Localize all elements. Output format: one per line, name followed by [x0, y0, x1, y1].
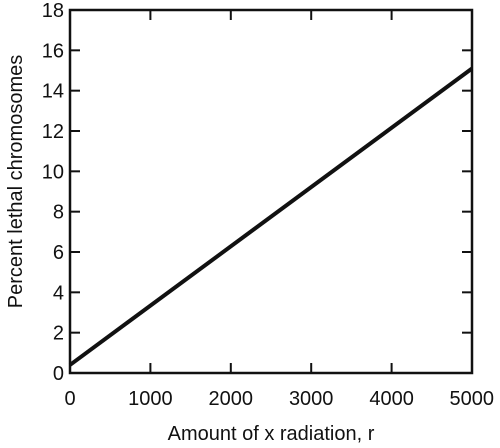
y-tick-label: 4	[53, 282, 64, 304]
x-tick-label: 5000	[450, 388, 495, 410]
x-tick-label: 1000	[128, 388, 173, 410]
x-tick-label: 3000	[289, 388, 334, 410]
x-tick-label: 2000	[209, 388, 254, 410]
y-axis-ticks: 0 2 4 6 8 10 12 14 16 18	[42, 0, 472, 385]
series-layer	[68, 66, 474, 367]
y-tick-label: 16	[42, 40, 64, 62]
series-line	[68, 66, 474, 367]
y-tick-label: 10	[42, 161, 64, 183]
y-tick-label: 14	[42, 81, 64, 103]
x-tick-label: 4000	[369, 388, 414, 410]
y-tick-label: 12	[42, 121, 64, 143]
y-tick-label: 8	[53, 202, 64, 224]
y-axis-title: Percent lethal chromosomes	[5, 55, 27, 308]
y-tick-label: 18	[42, 0, 64, 22]
x-tick-label: 0	[64, 388, 75, 410]
x-axis-title: Amount of x radiation, r	[168, 423, 375, 445]
plot-border	[68, 8, 474, 375]
y-tick-label: 0	[53, 363, 64, 385]
y-tick-label: 2	[53, 323, 64, 345]
plot-frame	[68, 8, 474, 375]
y-tick-label: 6	[53, 242, 64, 264]
